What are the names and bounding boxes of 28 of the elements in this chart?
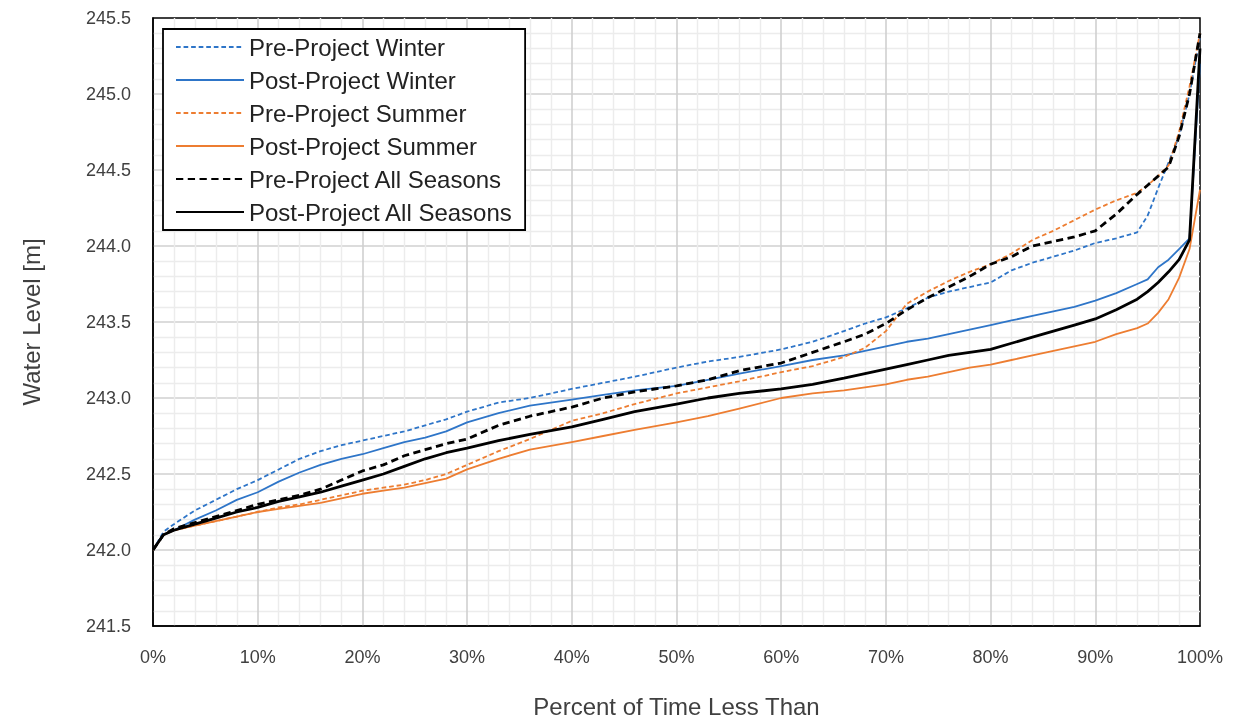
y-tick-label: 242.5 [85,464,131,484]
x-axis-title: Percent of Time Less Than [533,692,820,720]
legend-label: Pre-Project All Seasons [249,165,502,193]
y-tick-label: 243.0 [85,388,131,408]
legend-label: Post-Project All Seasons [249,198,512,226]
legend-label: Pre-Project Winter [249,33,446,61]
y-tick-label: 245.0 [85,84,131,104]
x-tick-label: 10% [239,647,276,667]
x-tick-label: 80% [972,647,1009,667]
x-tick-label: 20% [344,647,381,667]
x-tick-label: 60% [763,647,800,667]
y-axis-title: Water Level [m] [17,238,45,406]
x-tick-label: 50% [658,647,695,667]
x-tick-label: 0% [139,647,167,667]
legend-label: Post-Project Summer [249,132,478,160]
legend-label: Pre-Project Summer [249,99,467,127]
x-tick-label: 100% [1176,647,1224,667]
y-tick-label: 244.5 [85,160,131,180]
x-tick-label: 70% [867,647,904,667]
x-tick-label: 90% [1077,647,1114,667]
y-tick-label: 243.5 [85,312,131,332]
legend-label: Post-Project Winter [249,66,456,94]
y-tick-label: 245.5 [85,8,131,28]
y-tick-label: 242.0 [85,540,131,560]
y-tick-label: 241.5 [85,616,131,636]
x-tick-label: 30% [449,647,486,667]
x-tick-label: 40% [553,647,590,667]
y-tick-label: 244.0 [85,236,131,256]
